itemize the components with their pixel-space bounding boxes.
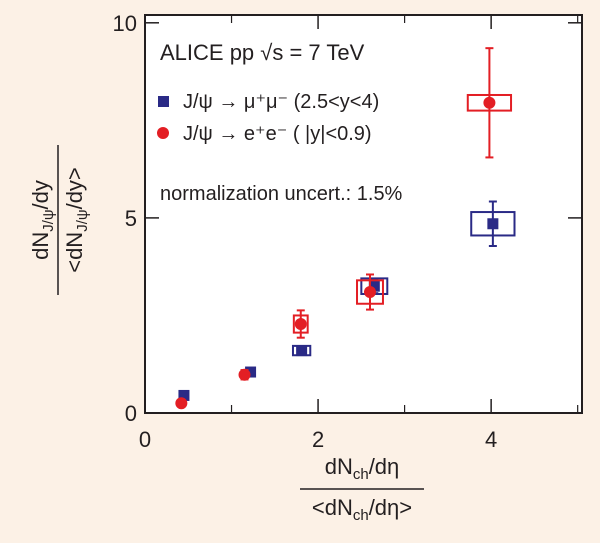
legend-marker-mumu xyxy=(158,96,169,107)
chart-title: ALICE pp √s = 7 TeV xyxy=(160,40,365,65)
point-ee xyxy=(238,368,251,381)
point-ee xyxy=(483,96,496,109)
x-tick-label: 2 xyxy=(312,427,324,452)
x-label-numerator: dNch/dη xyxy=(325,454,400,483)
y-axis-label: dNJ/ψ/dy <dNJ/ψ/dy> xyxy=(28,145,91,295)
x-label-denominator: <dNch/dη> xyxy=(312,495,412,524)
point-mumu xyxy=(487,218,499,230)
y-tick-label: 10 xyxy=(113,11,137,36)
x-axis-label: dNch/dη <dNch/dη> xyxy=(300,454,424,524)
point-mumu xyxy=(245,366,257,378)
point-mumu xyxy=(368,280,380,292)
x-tick-label: 0 xyxy=(139,427,151,452)
point-ee xyxy=(363,286,376,299)
x-tick-label: 4 xyxy=(485,427,497,452)
axes: 0 2 4 0 5 10 xyxy=(113,11,582,452)
y-label-numerator: dNJ/ψ/dy xyxy=(28,180,57,260)
y-tick-label: 0 xyxy=(125,401,137,426)
point-ee xyxy=(294,318,307,331)
point-ee xyxy=(175,397,188,410)
y-tick-label: 5 xyxy=(125,206,137,231)
point-mumu xyxy=(296,345,308,357)
y-label-denominator: <dNJ/ψ/dy> xyxy=(62,167,91,273)
legend-marker-ee xyxy=(157,127,169,139)
point-mumu xyxy=(178,389,190,401)
legend-label-mumu: J/ψ → μ⁺μ⁻ (2.5<y<4) xyxy=(183,91,379,113)
normalization-note: normalization uncert.: 1.5% xyxy=(160,183,403,205)
legend-label-ee: J/ψ → e⁺e⁻ ( |y|<0.9) xyxy=(183,123,372,145)
data-marks xyxy=(175,47,516,410)
legend: J/ψ → μ⁺μ⁻ (2.5<y<4) J/ψ → e⁺e⁻ ( |y|<0.… xyxy=(157,91,379,145)
plot-frame xyxy=(144,14,583,414)
